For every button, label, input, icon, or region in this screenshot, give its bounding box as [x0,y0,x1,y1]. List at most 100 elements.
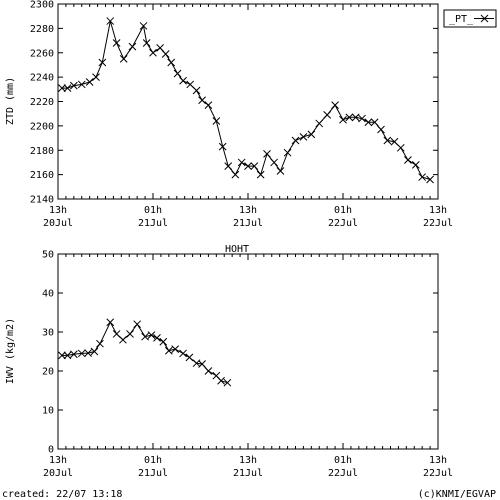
ztd-data-point [92,73,100,81]
ztd-data-point [351,113,360,122]
ztd-y-tick-label: 2180 [30,146,54,157]
iwv-x-tick-label-date: 22Jul [423,468,453,479]
iwv-plot-frame [57,253,439,450]
iwv-data-point [171,345,180,354]
ztd-y-tick-label: 2220 [30,97,54,108]
iwv-y-tick-label: 30 [42,328,54,339]
iwv-y-ticks: 0 10 20 30 40 50 [42,250,438,456]
iwv-data-point [84,349,92,357]
iwv-data-point [126,330,134,338]
ztd-data-point [204,101,213,110]
ztd-x-ticks: 13h 20Jul 01h 21Jul 13h 21Jul 01h 22Jul 13h 22Jul [43,4,453,229]
ztd-data-point [299,132,308,141]
ztd-y-tick-label: 2160 [30,170,54,181]
ztd-x-tick-label-date: 21Jul [233,218,263,229]
iwv-data-point [217,376,225,385]
iwv-y-tick-label: 40 [42,289,54,300]
ztd-data-point [250,162,259,170]
created-timestamp: created: 22/07 13:18 [2,489,122,500]
ztd-y-ticks: 2140 2160 2180 2200 2220 2240 2260 2280 2300 [30,0,438,206]
ztd-data-point [106,17,115,25]
ztd-data-point [364,118,373,127]
ztd-y-tick-label: 2260 [30,48,54,59]
iwv-y-tick-label: 10 [42,406,54,417]
ztd-data-point [345,113,354,122]
ztd-data-point [411,161,420,169]
iwv-data-point [153,333,161,342]
station-title: HOHT [225,244,249,255]
iwv-data-point [179,349,187,358]
ztd-x-tick-label-date: 20Jul [43,218,73,229]
iwv-data-point [198,360,206,368]
iwv-data-point [63,351,72,360]
ztd-x-tick-label-time: 13h [429,205,447,216]
legend-box [443,9,497,28]
iwv-data-point [96,339,104,348]
legend-label: _PT_ [449,14,474,25]
ztd-data-point [63,84,72,92]
iwv-data-point [185,353,194,362]
iwv-data-point [58,351,66,360]
iwv-panel: HOHT 0 10 20 30 40 50 13h 20Jul 01h 21Jul 13h 21Ju… [5,244,453,479]
ztd-x-tick-label-date: 22Jul [423,218,453,229]
ztd-data-point [98,58,107,67]
iwv-y-tick-label: 0 [48,445,54,456]
ztd-data-point [112,39,121,47]
ztd-data-point [244,162,252,170]
ztd-data-point [358,114,366,123]
ztd-data-point [69,81,78,90]
ztd-data-point [283,148,292,157]
ztd-data-point [396,143,405,152]
iwv-data-point [141,332,149,341]
ztd-data-point [167,58,176,67]
ztd-data-point [370,118,379,127]
ztd-data-point [173,69,182,78]
ztd-data-point [142,39,151,47]
ztd-data-point [85,78,94,86]
ztd-x-tick-label-date: 22Jul [328,218,358,229]
iwv-x-tick-label-date: 21Jul [233,468,263,479]
iwv-series [58,318,232,387]
ztd-data-point [198,96,206,105]
ztd-panel: 2140 2160 2180 2200 2220 2240 2260 2280 2300 13h… [5,0,453,229]
iwv-data-point [159,337,168,346]
ztd-data-point [256,170,265,179]
iwv-x-tick-label-date: 22Jul [328,468,358,479]
ztd-plot-frame [57,3,439,200]
iwv-x-tick-label-time: 01h [144,455,162,466]
ztd-data-point [276,167,285,175]
ztd-data-point [390,137,399,146]
iwv-x-tick-label-time: 13h [49,455,67,466]
ztd-y-axis-label: ZTD (mm) [5,77,16,125]
ztd-x-tick-label-date: 21Jul [138,218,168,229]
legend-marker-icon [480,14,489,23]
iwv-y-axis-label: IWV (kg/m2) [5,318,16,384]
ztd-y-tick-label: 2280 [30,24,54,35]
ztd-y-tick-label: 2300 [30,0,54,11]
iwv-y-tick-label: 20 [42,367,54,378]
ztd-data-point [315,119,324,128]
iwv-data-point [204,367,213,375]
ztd-y-tick-label: 2140 [30,195,54,206]
ztd-x-tick-label-time: 01h [334,205,352,216]
ztd-data-point [377,125,385,134]
iwv-data-point [147,331,156,339]
ztd-data-point [224,162,233,170]
iwv-data-point [119,335,127,344]
ztd-data-point [291,136,300,145]
iwv-x-tick-label-time: 13h [429,455,447,466]
legend: _PT_ [443,9,497,28]
iwv-x-tick-label-date: 20Jul [43,468,73,479]
iwv-x-tick-label-time: 13h [239,455,257,466]
ztd-data-point [58,84,66,92]
ztd-data-point [192,86,201,95]
ztd-data-point [263,150,271,158]
ztd-data-point [307,130,316,139]
ztd-data-point [149,48,157,57]
ztd-y-tick-label: 2240 [30,73,54,84]
ztd-series-line [62,20,431,180]
ztd-data-point [77,80,86,89]
ztd-data-point [404,156,412,164]
ztd-data-point [331,101,339,110]
